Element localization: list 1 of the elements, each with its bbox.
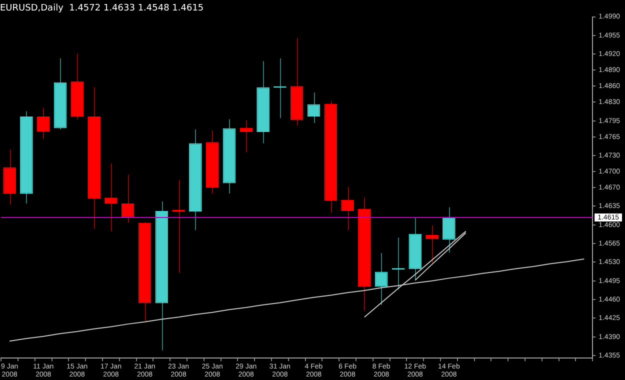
chart-title: EURUSD,Daily 1.4572 1.4633 1.4548 1.4615 [0, 4, 204, 14]
